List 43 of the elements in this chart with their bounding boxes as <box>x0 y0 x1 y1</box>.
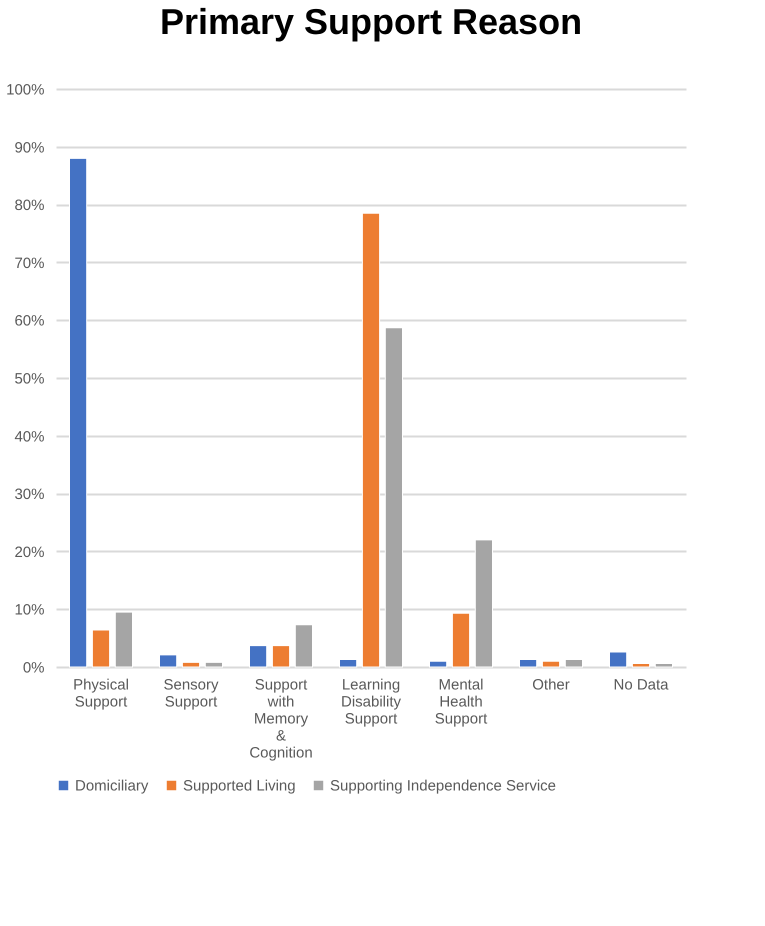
x-tick-label: Other <box>532 676 570 694</box>
bar <box>609 651 628 668</box>
x-tick-label: Support with Memory & Cognition <box>249 676 313 762</box>
bar <box>452 612 470 668</box>
y-tick-label: 50% <box>14 370 44 388</box>
y-tick-label: 20% <box>14 544 44 561</box>
bar <box>429 660 448 668</box>
y-tick-label: 40% <box>14 428 44 446</box>
bar <box>272 645 290 668</box>
bar <box>182 662 200 668</box>
legend-label: Supported Living <box>183 778 296 795</box>
bar <box>339 658 358 668</box>
bar <box>542 660 560 668</box>
bar <box>654 663 673 668</box>
bar <box>384 327 403 668</box>
x-tick-label: Physical Support <box>73 676 129 710</box>
bar <box>294 624 313 668</box>
y-tick-label: 80% <box>14 197 44 214</box>
y-tick-label: 30% <box>14 486 44 504</box>
x-tick-label: Learning Disability Support <box>340 676 402 728</box>
bar <box>92 630 110 668</box>
bar <box>564 658 583 668</box>
x-tick-label: Mental Health Support <box>434 676 488 728</box>
y-tick-label: 100% <box>6 82 44 98</box>
bar <box>519 658 538 668</box>
y-tick-label: 60% <box>14 312 44 330</box>
bar <box>159 654 178 668</box>
y-tick-label: 0% <box>22 660 44 676</box>
bar <box>114 612 133 668</box>
y-tick-label: 10% <box>14 602 44 619</box>
bar <box>249 645 268 668</box>
y-tick-label: 90% <box>14 139 44 156</box>
bar <box>69 158 88 668</box>
chart-title: Primary Support Reason <box>160 1 582 42</box>
bar <box>362 212 380 668</box>
legend-label: Supporting Independence Service <box>330 778 556 795</box>
x-tick-label: Sensory Support <box>163 676 220 710</box>
bar <box>474 539 493 668</box>
bar <box>204 662 223 668</box>
x-tick-label: No Data <box>613 676 670 694</box>
bar <box>632 663 650 668</box>
y-tick-label: 70% <box>14 254 44 272</box>
legend-label: Domiciliary <box>75 778 149 795</box>
